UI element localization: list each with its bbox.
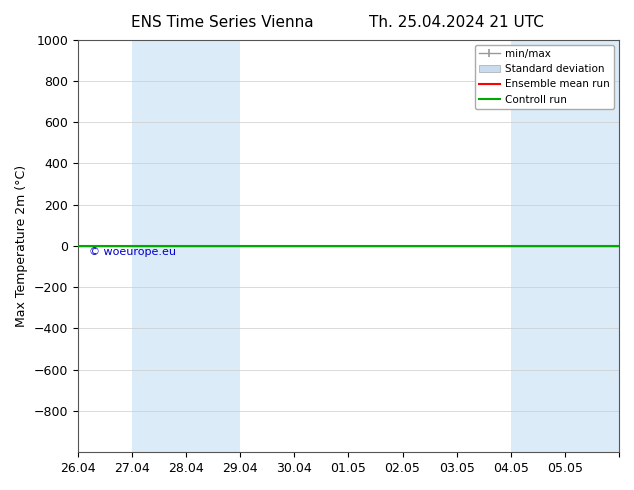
Bar [132, 40, 240, 452]
Text: ENS Time Series Vienna: ENS Time Series Vienna [131, 15, 313, 30]
Text: Th. 25.04.2024 21 UTC: Th. 25.04.2024 21 UTC [369, 15, 544, 30]
Legend: min/max, Standard deviation, Ensemble mean run, Controll run: min/max, Standard deviation, Ensemble me… [475, 45, 614, 109]
Bar [511, 40, 619, 452]
Y-axis label: Max Temperature 2m (°C): Max Temperature 2m (°C) [15, 165, 28, 327]
Text: © woeurope.eu: © woeurope.eu [89, 247, 176, 257]
